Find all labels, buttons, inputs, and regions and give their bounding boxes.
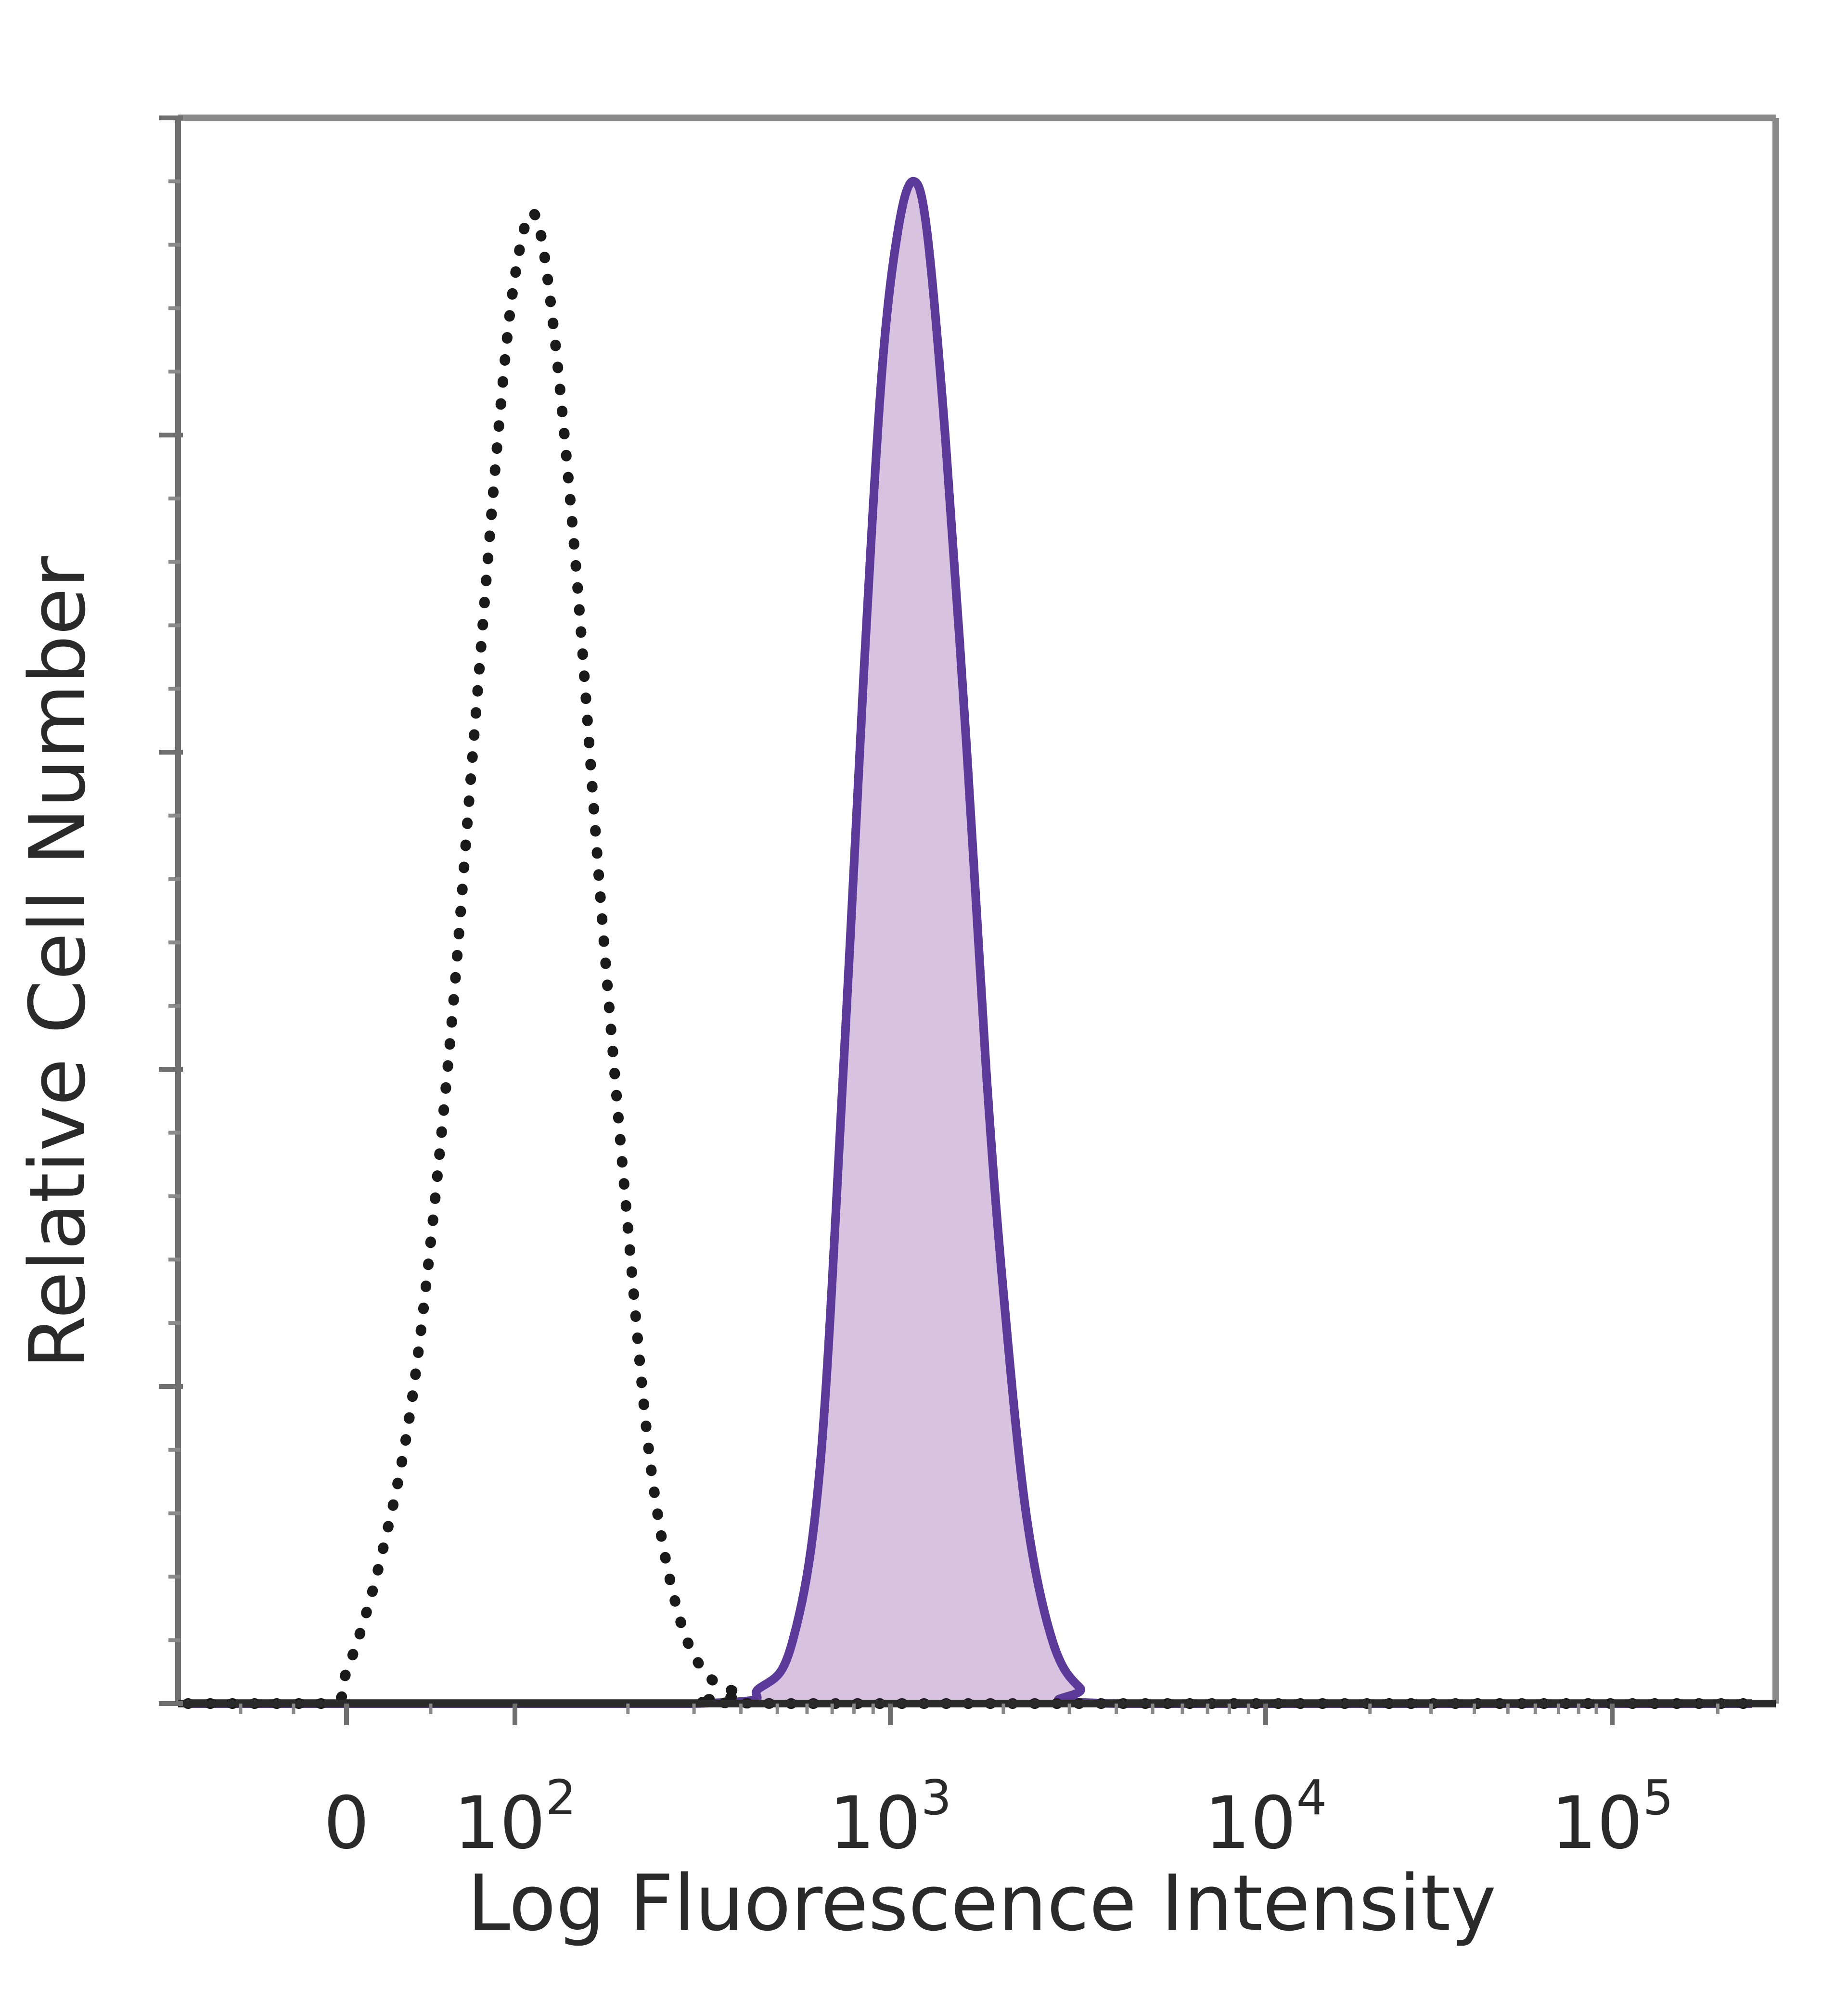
x-tick-label: 0 bbox=[323, 1782, 369, 1865]
x-tick-label: 103 bbox=[829, 1769, 952, 1865]
y-axis-title: Relative Cell Number bbox=[13, 556, 103, 1369]
control-histogram-line bbox=[182, 207, 1757, 1709]
y-ticks bbox=[159, 115, 183, 1706]
x-tick-label: 104 bbox=[1205, 1769, 1327, 1865]
x-ticks: 0 102 103 104 105 bbox=[239, 1704, 1720, 1865]
series-layer bbox=[182, 177, 1757, 1709]
x-tick-label: 105 bbox=[1551, 1769, 1674, 1865]
x-axis-title: Log Fluorescence Intensity bbox=[467, 1858, 1496, 1948]
sample-histogram-fill bbox=[188, 181, 1752, 1704]
sample-histogram-line bbox=[187, 177, 1752, 1708]
x-tick-label: 102 bbox=[454, 1769, 577, 1865]
